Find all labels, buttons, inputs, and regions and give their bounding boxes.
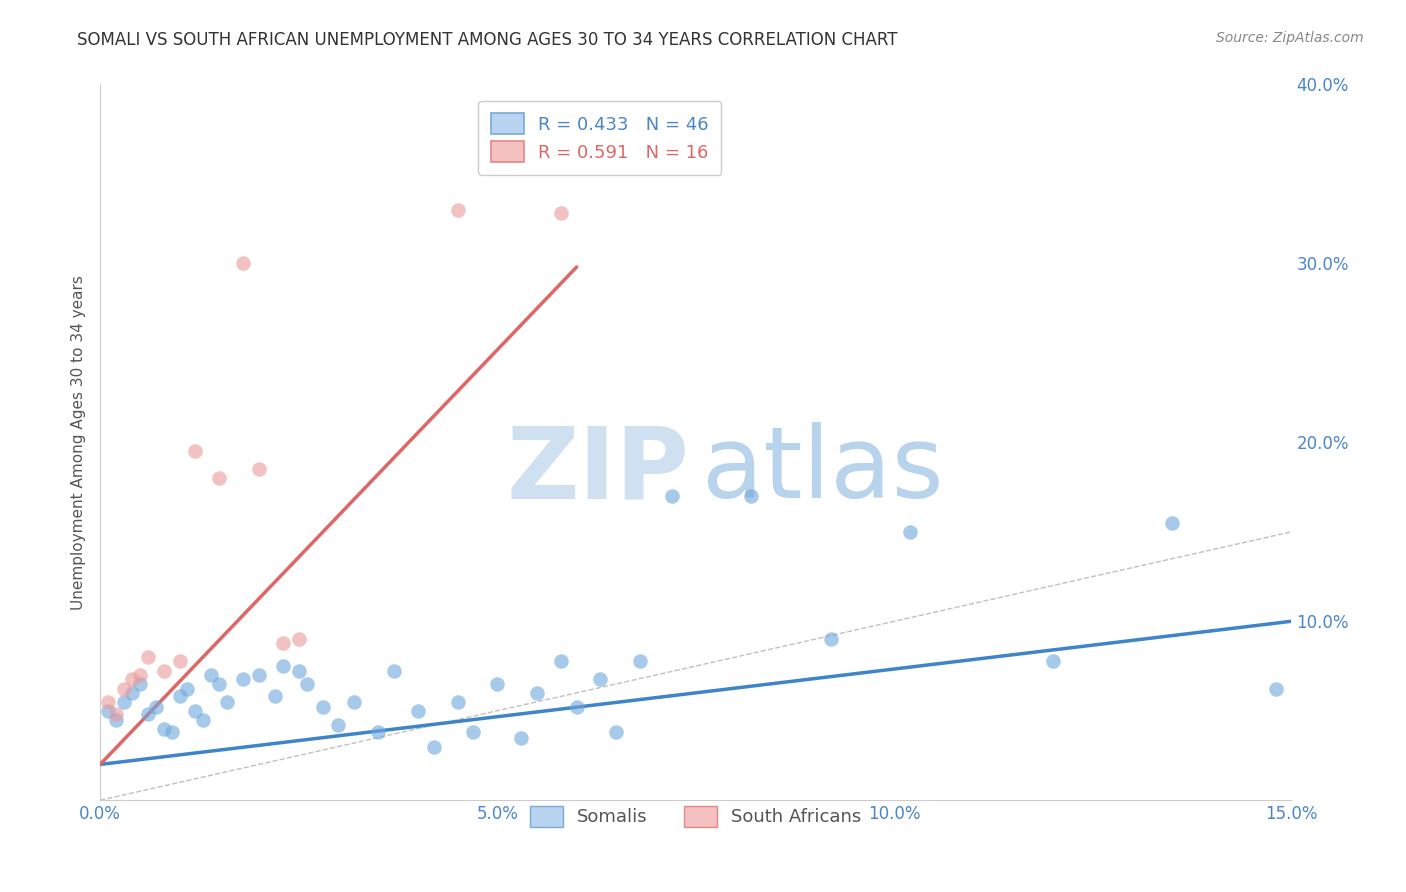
Point bbox=[311, 700, 333, 714]
Point bbox=[97, 704, 120, 718]
Point bbox=[136, 707, 159, 722]
Point bbox=[160, 725, 183, 739]
Text: ZIP: ZIP bbox=[508, 423, 690, 519]
Legend: Somalis, South Africans: Somalis, South Africans bbox=[523, 799, 869, 834]
Point bbox=[105, 713, 128, 727]
Point bbox=[97, 695, 120, 709]
Point bbox=[208, 677, 231, 691]
Point bbox=[121, 686, 143, 700]
Point bbox=[628, 654, 651, 668]
Text: Source: ZipAtlas.com: Source: ZipAtlas.com bbox=[1216, 31, 1364, 45]
Point bbox=[1042, 654, 1064, 668]
Point bbox=[176, 682, 198, 697]
Point bbox=[446, 202, 468, 217]
Point bbox=[740, 489, 762, 503]
Point bbox=[406, 704, 429, 718]
Point bbox=[128, 677, 150, 691]
Point bbox=[152, 665, 174, 679]
Point bbox=[193, 713, 215, 727]
Point bbox=[247, 462, 270, 476]
Point bbox=[121, 672, 143, 686]
Text: SOMALI VS SOUTH AFRICAN UNEMPLOYMENT AMONG AGES 30 TO 34 YEARS CORRELATION CHART: SOMALI VS SOUTH AFRICAN UNEMPLOYMENT AMO… bbox=[77, 31, 898, 49]
Point bbox=[200, 668, 222, 682]
Point bbox=[263, 690, 285, 704]
Point bbox=[367, 725, 389, 739]
Point bbox=[232, 256, 254, 270]
Point bbox=[232, 672, 254, 686]
Point bbox=[271, 659, 294, 673]
Point bbox=[217, 695, 239, 709]
Point bbox=[898, 524, 921, 539]
Point bbox=[1264, 682, 1286, 697]
Point bbox=[661, 489, 683, 503]
Point bbox=[295, 677, 318, 691]
Point bbox=[169, 654, 191, 668]
Point bbox=[105, 707, 128, 722]
Point bbox=[820, 632, 842, 647]
Point bbox=[128, 668, 150, 682]
Point bbox=[526, 686, 548, 700]
Point bbox=[271, 636, 294, 650]
Point bbox=[510, 731, 533, 745]
Point bbox=[1161, 516, 1184, 530]
Text: atlas: atlas bbox=[702, 423, 943, 519]
Point bbox=[169, 690, 191, 704]
Point bbox=[112, 695, 135, 709]
Point bbox=[565, 700, 588, 714]
Point bbox=[486, 677, 509, 691]
Point bbox=[184, 444, 207, 458]
Point bbox=[446, 695, 468, 709]
Point bbox=[208, 471, 231, 485]
Y-axis label: Unemployment Among Ages 30 to 34 years: Unemployment Among Ages 30 to 34 years bbox=[72, 275, 86, 610]
Point bbox=[287, 632, 309, 647]
Point bbox=[343, 695, 366, 709]
Point bbox=[112, 682, 135, 697]
Point bbox=[145, 700, 167, 714]
Point bbox=[247, 668, 270, 682]
Point bbox=[382, 665, 405, 679]
Point bbox=[287, 665, 309, 679]
Point bbox=[550, 654, 572, 668]
Point bbox=[605, 725, 627, 739]
Point bbox=[152, 722, 174, 736]
Point bbox=[184, 704, 207, 718]
Point bbox=[463, 725, 485, 739]
Point bbox=[136, 650, 159, 665]
Point bbox=[550, 206, 572, 220]
Point bbox=[328, 718, 350, 732]
Point bbox=[589, 672, 612, 686]
Point bbox=[422, 739, 444, 754]
